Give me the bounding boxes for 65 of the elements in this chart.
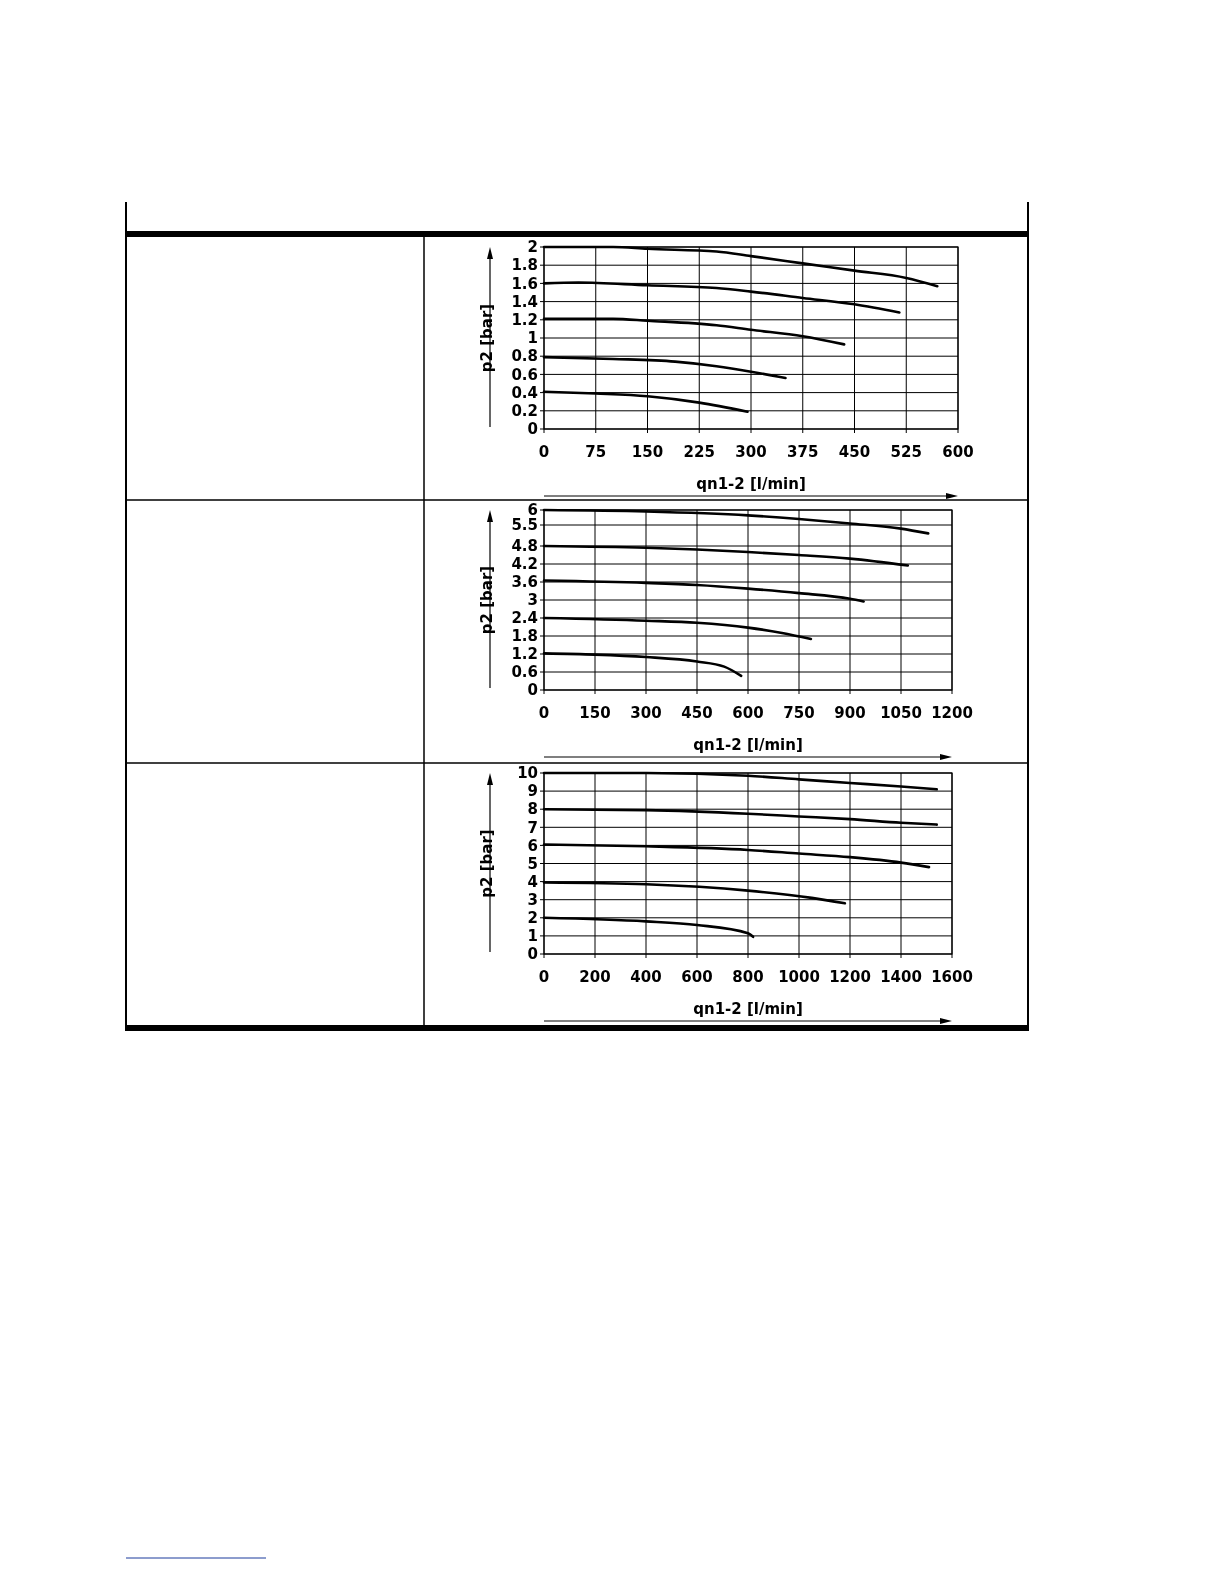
y-tick-label: 1.6: [511, 274, 538, 293]
x-tick-label: 75: [585, 443, 607, 461]
y-tick-label: 1.2: [511, 311, 538, 330]
y-tick-label: 2: [527, 238, 538, 257]
x-tick-label: 0: [538, 968, 550, 986]
x-tick-label: 225: [683, 443, 715, 461]
y-tick-label: 7: [527, 818, 538, 837]
y-tick-label: 3.6: [511, 573, 538, 592]
x-tick-label: 600: [681, 968, 713, 986]
y-tick-label: 2.4: [511, 609, 538, 628]
y-tick-label: 0: [527, 945, 538, 964]
x-tick-label: 600: [732, 704, 764, 722]
y-tick-label: 10: [517, 764, 538, 783]
x-tick-label: 1000: [778, 968, 820, 986]
x-tick-label: 150: [579, 704, 611, 722]
x-tick-label: 450: [681, 704, 713, 722]
y-tick-label: 0.2: [511, 402, 538, 421]
y-tick-label: 3: [527, 890, 538, 909]
x-tick-label: 150: [631, 443, 664, 461]
x-tick-label: 800: [732, 968, 764, 986]
x-tick-label: 600: [942, 443, 974, 461]
x-tick-label: 525: [890, 443, 922, 461]
y-tick-label: 0.6: [511, 365, 538, 384]
y-tick-label: 9: [527, 782, 538, 801]
y-tick-label: 0.6: [511, 663, 538, 682]
y-tick-label: 4: [527, 872, 538, 891]
x-axis-title: qn1-2 [l/min]: [693, 736, 803, 754]
y-tick-label: 4.2: [511, 555, 538, 574]
x-tick-label: 300: [735, 443, 767, 461]
y-tick-label: 3: [527, 591, 538, 610]
x-tick-label: 900: [834, 704, 866, 722]
y-tick-label: 1.8: [511, 256, 538, 275]
x-tick-label: 400: [630, 968, 662, 986]
x-tick-label: 1200: [829, 968, 871, 986]
y-axis-title: p2 [bar]: [478, 829, 496, 898]
x-tick-label: 1050: [880, 704, 922, 722]
y-tick-label: 0.4: [511, 383, 538, 402]
y-tick-label: 1.2: [511, 645, 538, 664]
x-tick-label: 375: [787, 443, 819, 461]
x-tick-label: 1600: [931, 968, 973, 986]
y-tick-label: 1: [527, 927, 538, 946]
y-tick-label: 4.8: [511, 537, 538, 556]
x-tick-label: 1400: [880, 968, 922, 986]
x-axis-title: qn1-2 [l/min]: [693, 1000, 803, 1018]
y-tick-label: 6: [527, 836, 538, 855]
y-tick-label: 5.5: [511, 516, 538, 535]
y-tick-label: 0.8: [511, 347, 538, 366]
x-tick-label: 450: [838, 443, 871, 461]
x-tick-label: 300: [630, 704, 662, 722]
y-tick-label: 1: [527, 329, 538, 348]
y-tick-label: 0: [527, 681, 538, 700]
x-axis-title: qn1-2 [l/min]: [696, 475, 806, 493]
y-tick-label: 0: [527, 420, 538, 439]
x-tick-label: 0: [538, 704, 550, 722]
x-tick-label: 200: [579, 968, 611, 986]
y-tick-label: 8: [527, 800, 538, 819]
y-tick-label: 5: [527, 854, 538, 873]
x-tick-label: 0: [538, 443, 550, 461]
y-axis-title: p2 [bar]: [478, 565, 496, 635]
y-tick-label: 1.8: [511, 627, 538, 646]
y-axis-title: p2 [bar]: [478, 303, 496, 373]
x-tick-label: 1200: [931, 704, 973, 722]
y-tick-label: 1.4: [511, 292, 538, 311]
x-tick-label: 750: [783, 704, 815, 722]
y-tick-label: 2: [527, 909, 538, 928]
